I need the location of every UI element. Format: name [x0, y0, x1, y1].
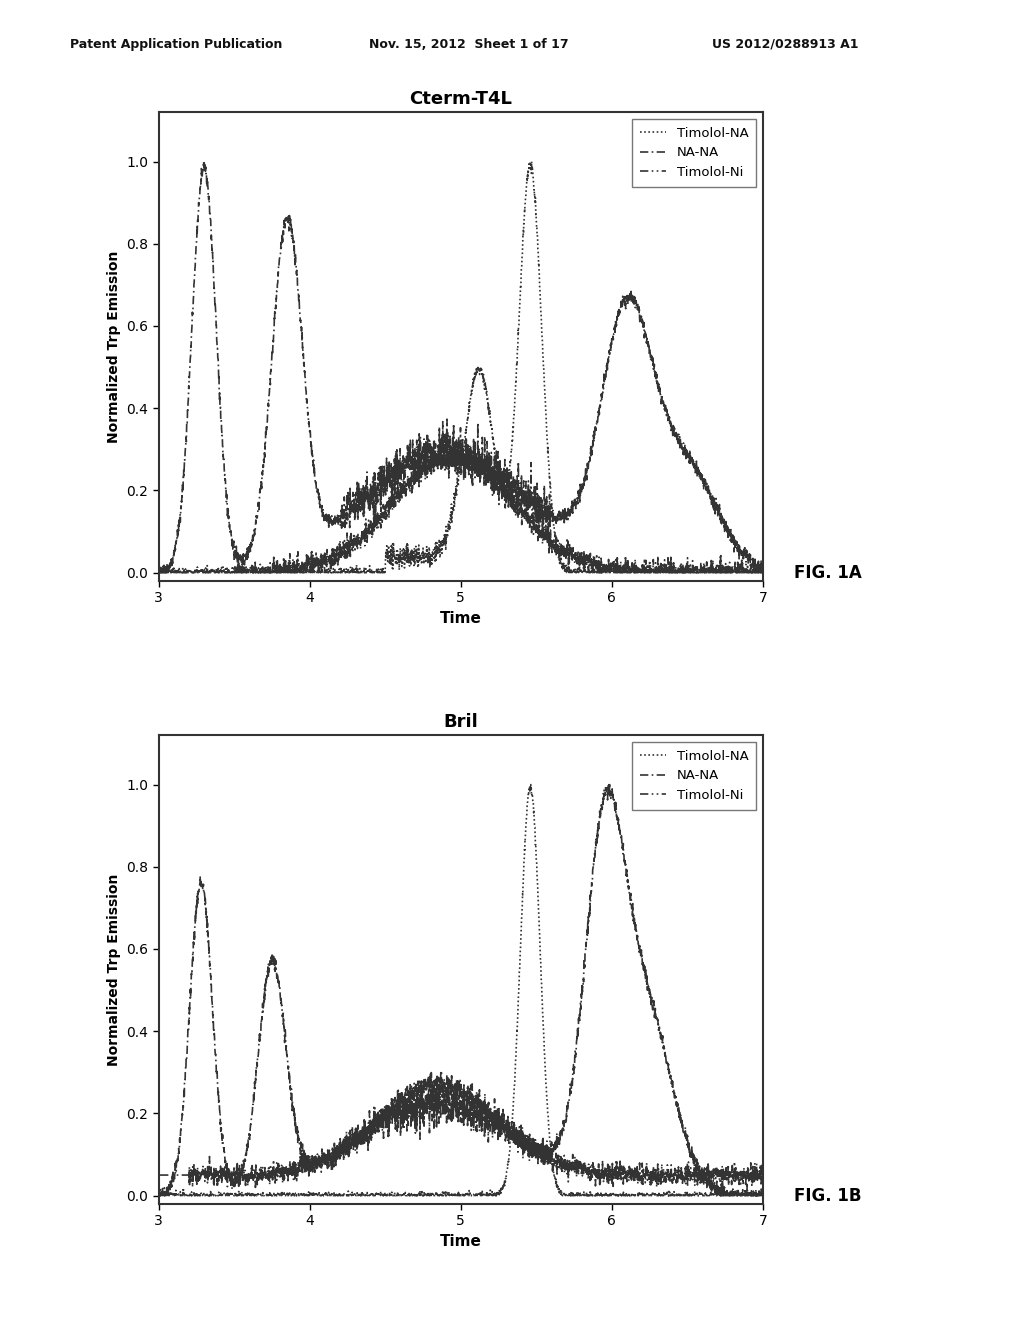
NA-NA: [411, 446, 423, 462]
Y-axis label: Normalized Trp Emission: Normalized Trp Emission: [106, 251, 121, 442]
Timolol-Ni: [221, 1166, 233, 1181]
Timolol-NA: [680, 1188, 692, 1204]
NA-NA: [221, 1170, 233, 1185]
Timolol-Ni: [411, 1084, 423, 1100]
Timolol-NA: [525, 153, 538, 169]
Legend: Timolol-NA, NA-NA, Timolol-Ni: Timolol-NA, NA-NA, Timolol-Ni: [632, 742, 757, 810]
Text: FIG. 1A: FIG. 1A: [794, 564, 861, 582]
NA-NA: [154, 565, 166, 581]
Timolol-NA: [757, 1187, 769, 1203]
Timolol-Ni: [228, 565, 241, 581]
Timolol-Ni: [384, 490, 396, 506]
Timolol-Ni: [257, 565, 269, 581]
Timolol-Ni: [745, 1166, 758, 1181]
Title: Bril: Bril: [443, 713, 478, 731]
NA-NA: [153, 558, 165, 574]
Text: US 2012/0288913 A1: US 2012/0288913 A1: [712, 37, 858, 50]
X-axis label: Time: Time: [440, 1234, 481, 1249]
Timolol-NA: [745, 1188, 758, 1204]
Text: Nov. 15, 2012  Sheet 1 of 17: Nov. 15, 2012 Sheet 1 of 17: [369, 37, 568, 50]
Timolol-NA: [524, 776, 537, 792]
NA-NA: [680, 440, 692, 455]
Timolol-Ni: [257, 1170, 269, 1185]
Timolol-Ni: [384, 1106, 396, 1122]
Timolol-NA: [257, 564, 269, 579]
Timolol-NA: [411, 1185, 423, 1201]
NA-NA: [411, 1086, 423, 1102]
NA-NA: [680, 1130, 692, 1146]
Timolol-Ni: [153, 565, 165, 581]
Y-axis label: Normalized Trp Emission: Normalized Trp Emission: [106, 874, 121, 1065]
NA-NA: [745, 1183, 758, 1199]
X-axis label: Time: Time: [440, 611, 481, 626]
Timolol-Ni: [757, 1171, 769, 1187]
Timolol-NA: [221, 1188, 233, 1204]
Timolol-NA: [153, 1188, 165, 1204]
Timolol-NA: [221, 565, 233, 581]
Timolol-Ni: [411, 466, 423, 482]
NA-NA: [384, 1107, 396, 1123]
Timolol-Ni: [680, 565, 692, 581]
Text: FIG. 1B: FIG. 1B: [794, 1187, 861, 1205]
Line: Timolol-Ni: Timolol-Ni: [159, 1071, 763, 1196]
Timolol-Ni: [745, 565, 758, 581]
Line: Timolol-NA: Timolol-NA: [159, 161, 763, 573]
Timolol-Ni: [221, 565, 233, 581]
NA-NA: [153, 1188, 165, 1204]
Line: NA-NA: NA-NA: [159, 161, 763, 573]
NA-NA: [153, 1184, 165, 1200]
NA-NA: [745, 560, 758, 576]
NA-NA: [258, 455, 270, 471]
Timolol-NA: [384, 1188, 396, 1204]
Timolol-NA: [680, 564, 692, 579]
Timolol-NA: [153, 565, 165, 581]
Legend: Timolol-NA, NA-NA, Timolol-Ni: Timolol-NA, NA-NA, Timolol-Ni: [632, 119, 757, 187]
NA-NA: [257, 995, 269, 1011]
Timolol-Ni: [435, 1063, 447, 1078]
NA-NA: [603, 776, 615, 792]
Timolol-NA: [745, 562, 758, 578]
Timolol-Ni: [447, 434, 460, 450]
Text: Patent Application Publication: Patent Application Publication: [70, 37, 282, 50]
Timolol-NA: [384, 553, 396, 569]
Line: Timolol-Ni: Timolol-Ni: [159, 442, 763, 573]
NA-NA: [198, 153, 210, 169]
NA-NA: [385, 474, 397, 490]
Timolol-NA: [257, 1188, 269, 1204]
Title: Cterm-T4L: Cterm-T4L: [410, 90, 512, 108]
NA-NA: [757, 1187, 769, 1203]
NA-NA: [222, 506, 234, 521]
Line: NA-NA: NA-NA: [159, 784, 763, 1196]
NA-NA: [757, 554, 769, 570]
Timolol-Ni: [680, 1171, 692, 1187]
Line: Timolol-NA: Timolol-NA: [159, 784, 763, 1196]
Timolol-NA: [411, 543, 423, 558]
Timolol-Ni: [153, 1188, 165, 1204]
Timolol-NA: [757, 565, 769, 581]
Timolol-Ni: [757, 565, 769, 581]
